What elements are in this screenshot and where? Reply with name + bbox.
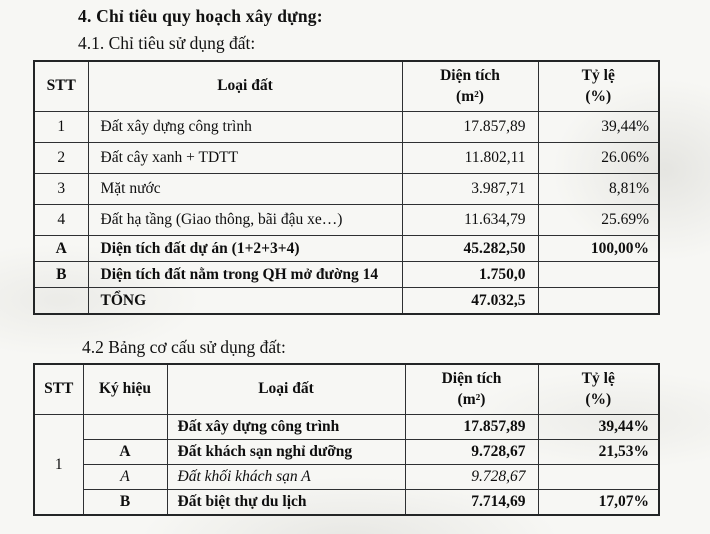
col-header-ty-le-line2: (%) bbox=[585, 390, 612, 408]
stt-cell: 1 bbox=[33, 111, 89, 143]
table-row: 1 Đất xây dựng công trình 17.857,89 39,4… bbox=[33, 111, 660, 143]
table-row-total-b: B Diện tích đất nằm trong QH mở đường 14… bbox=[33, 261, 660, 288]
table-row-grand-total: TỔNG 47.032,5 bbox=[33, 287, 660, 315]
loai-dat-cell: TỔNG bbox=[87, 287, 403, 315]
table-row: A Đất khách sạn nghỉ dưỡng 9.728,67 21,5… bbox=[34, 439, 660, 465]
ty-le-cell: 39,44% bbox=[537, 111, 660, 143]
ky-hieu-cell: B bbox=[82, 489, 168, 516]
col-header-dien-tich-line2: (m²) bbox=[457, 390, 486, 408]
stt-cell: A bbox=[33, 235, 89, 262]
loai-dat-cell: Đất hạ tầng (Giao thông, bãi đậu xe…) bbox=[87, 204, 403, 236]
section-heading-4-1: 4.1. Chỉ tiêu sử dụng đất: bbox=[78, 33, 256, 53]
col-header-ty-le-line1: Tỷ lệ bbox=[581, 67, 615, 85]
col-header-ty-le-line1: Tỷ lệ bbox=[581, 370, 615, 388]
dien-tich-cell: 11.802,11 bbox=[401, 142, 539, 174]
table-row: 4 Đất hạ tầng (Giao thông, bãi đậu xe…) … bbox=[33, 204, 660, 236]
loai-dat-cell: Đất khách sạn nghỉ dưỡng bbox=[166, 439, 406, 465]
col-header-dien-tich-line1: Diện tích bbox=[441, 370, 502, 388]
table-header-row: STT Ký hiệu Loại đất Diện tích (m²) Tỷ l… bbox=[33, 363, 660, 415]
land-use-table: STT Loại đất Diện tích (m²) Tỷ lệ (%) 1 … bbox=[33, 60, 660, 315]
col-header-dien-tich-line2: (m²) bbox=[456, 87, 484, 105]
loai-dat-cell: Đất biệt thự du lịch bbox=[166, 489, 406, 516]
col-header-loai-dat: Loại đất bbox=[87, 60, 403, 112]
table-row: B Đất biệt thự du lịch 7.714,69 17,07% bbox=[34, 489, 660, 516]
table-row-total-a: A Diện tích đất dự án (1+2+3+4) 45.282,5… bbox=[33, 235, 660, 262]
section-heading-4-2: 4.2 Bảng cơ cấu sử dụng đất: bbox=[82, 337, 286, 357]
dien-tich-cell: 45.282,50 bbox=[401, 235, 539, 262]
ty-le-cell: 25.69% bbox=[537, 204, 660, 236]
col-header-ty-le: Tỷ lệ (%) bbox=[537, 363, 660, 415]
section-heading-4: 4. Chỉ tiêu quy hoạch xây dựng: bbox=[78, 6, 323, 26]
ty-le-cell: 100,00% bbox=[537, 235, 660, 262]
stt-cell bbox=[33, 287, 89, 315]
dien-tich-cell: 17.857,89 bbox=[404, 414, 539, 440]
stt-cell: 4 bbox=[33, 204, 89, 236]
ky-hieu-cell bbox=[82, 414, 168, 440]
col-header-dien-tich: Diện tích (m²) bbox=[401, 60, 539, 112]
ty-le-cell bbox=[537, 287, 660, 315]
ty-le-cell: 21,53% bbox=[537, 439, 660, 465]
table-row: 1 Đất xây dựng công trình 17.857,89 39,4… bbox=[33, 414, 660, 516]
table-row: 3 Mặt nước 3.987,71 8,81% bbox=[33, 173, 660, 205]
dien-tich-cell: 3.987,71 bbox=[401, 173, 539, 205]
dien-tich-cell: 7.714,69 bbox=[404, 489, 539, 516]
ty-le-cell: 17,07% bbox=[537, 489, 660, 516]
loai-dat-cell: Mặt nước bbox=[87, 173, 403, 205]
loai-dat-cell: Đất cây xanh + TDTT bbox=[87, 142, 403, 174]
loai-dat-cell: Diện tích đất dự án (1+2+3+4) bbox=[87, 235, 403, 262]
ky-hieu-cell: A bbox=[82, 439, 168, 465]
loai-dat-cell: Đất xây dựng công trình bbox=[166, 414, 406, 440]
ty-le-cell: 8,81% bbox=[537, 173, 660, 205]
land-structure-table: STT Ký hiệu Loại đất Diện tích (m²) Tỷ l… bbox=[33, 363, 660, 516]
col-header-ky-hieu: Ký hiệu bbox=[82, 363, 168, 415]
ty-le-cell: 39,44% bbox=[537, 414, 660, 440]
dien-tich-cell: 9.728,67 bbox=[404, 439, 539, 465]
ty-le-cell bbox=[537, 464, 660, 490]
stt-cell: 3 bbox=[33, 173, 89, 205]
col-header-ty-le: Tỷ lệ (%) bbox=[537, 60, 660, 112]
col-header-loai-dat: Loại đất bbox=[166, 363, 406, 415]
col-header-dien-tich-line1: Diện tích bbox=[440, 67, 500, 85]
stt-cell: B bbox=[33, 261, 89, 288]
col-header-stt: STT bbox=[33, 363, 84, 415]
col-header-stt: STT bbox=[33, 60, 89, 112]
loai-dat-cell: Đất xây dựng công trình bbox=[87, 111, 403, 143]
col-header-dien-tich: Diện tích (m²) bbox=[404, 363, 539, 415]
dien-tich-cell: 1.750,0 bbox=[401, 261, 539, 288]
dien-tich-cell: 9.728,67 bbox=[404, 464, 539, 490]
stt-cell: 2 bbox=[33, 142, 89, 174]
stt-group-cell: 1 bbox=[33, 414, 84, 516]
table-header-row: STT Loại đất Diện tích (m²) Tỷ lệ (%) bbox=[33, 60, 660, 112]
ty-le-cell: 26.06% bbox=[537, 142, 660, 174]
table-row: A Đất khối khách sạn A 9.728,67 bbox=[34, 464, 660, 490]
dien-tich-cell: 17.857,89 bbox=[401, 111, 539, 143]
ty-le-cell bbox=[537, 261, 660, 288]
ky-hieu-cell: A bbox=[82, 464, 168, 490]
loai-dat-cell: Diện tích đất nằm trong QH mở đường 14 bbox=[87, 261, 403, 288]
table-row: 2 Đất cây xanh + TDTT 11.802,11 26.06% bbox=[33, 142, 660, 174]
col-header-ty-le-line2: (%) bbox=[585, 87, 612, 105]
loai-dat-cell: Đất khối khách sạn A bbox=[166, 464, 406, 490]
dien-tich-cell: 47.032,5 bbox=[401, 287, 539, 315]
dien-tich-cell: 11.634,79 bbox=[401, 204, 539, 236]
